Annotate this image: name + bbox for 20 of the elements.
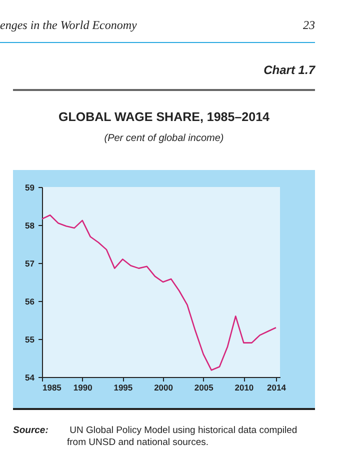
x-tick-label: 2010 — [234, 382, 254, 392]
text: 23 — [303, 18, 315, 33]
x-tick-label: 2000 — [154, 382, 174, 392]
x-tick-label: 1985 — [42, 382, 62, 392]
y-tick-label: 57 — [25, 258, 35, 268]
y-tick-label: 55 — [25, 334, 35, 344]
x-tick-label: 2005 — [194, 382, 214, 392]
x-tick-label: 2014 — [267, 382, 286, 392]
x-tick-label: 1995 — [114, 382, 133, 392]
y-tick-label: 54 — [25, 372, 35, 382]
chart-subtitle: (Per cent of global income) — [103, 133, 225, 144]
y-tick-label: 58 — [25, 220, 35, 230]
line-series — [41, 214, 277, 371]
y-tick-label: 59 — [25, 182, 35, 192]
x-tick-label: 1990 — [73, 382, 93, 392]
y-tick-label: 56 — [25, 296, 35, 306]
text: Source: UN Global Policy Model using historical data compiled from UNSD and national sources. — [13, 425, 298, 448]
chart-title: GLOBAL WAGE SHARE, 1985–2014 — [58, 110, 270, 124]
text: enges in the World Economy — [0, 18, 137, 33]
caption: Chart 1.7 — [264, 63, 315, 77]
